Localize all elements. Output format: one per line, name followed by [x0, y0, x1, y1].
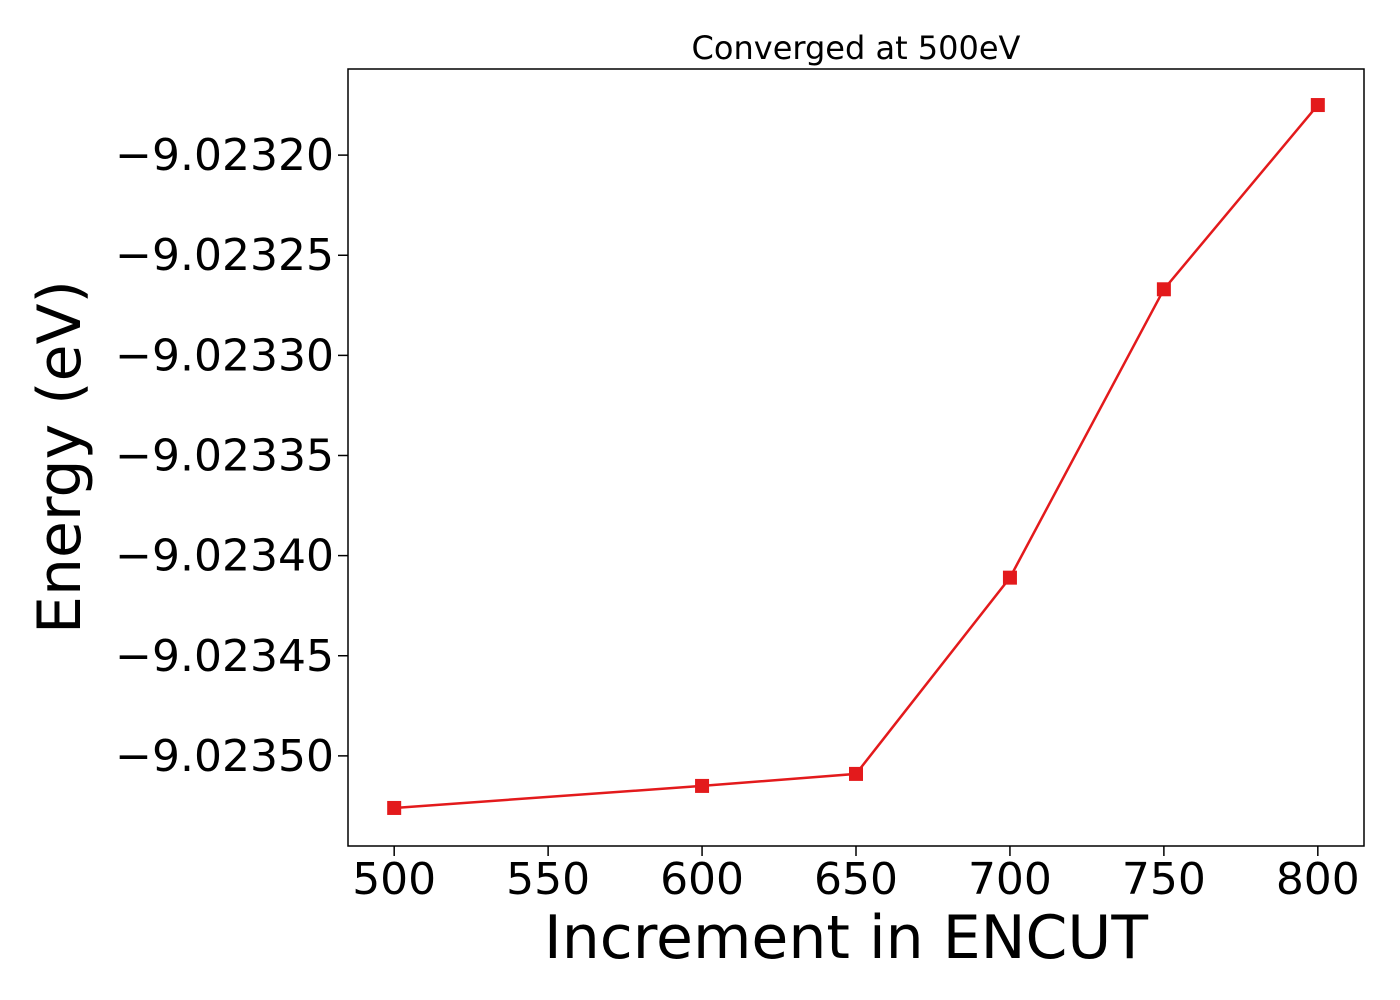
- x-tick-label-800: 800: [1276, 854, 1360, 905]
- y-axis-ticks: −9.02320 −9.02325 −9.02330 −9.02335 −9.02340…: [115, 130, 348, 782]
- x-tick-label-550: 550: [506, 854, 590, 905]
- y-tick-label-4: −9.02340: [115, 531, 334, 582]
- data-point-650: [849, 766, 863, 781]
- x-axis-label: Increment in ENCUT: [544, 903, 1148, 973]
- x-tick-label-600: 600: [660, 854, 744, 905]
- x-axis-ticks: 500 550 600 650 700 750 800: [352, 846, 1360, 905]
- series-markers: [387, 98, 1325, 815]
- x-tick-label-500: 500: [352, 854, 436, 905]
- data-point-600: [695, 778, 710, 793]
- y-tick-label-0: −9.02320: [115, 130, 334, 181]
- y-tick-label-6: −9.02350: [115, 731, 334, 782]
- x-tick-label-750: 750: [1122, 854, 1206, 905]
- data-point-500: [387, 800, 402, 815]
- y-tick-label-5: −9.02345: [115, 631, 334, 682]
- data-point-750: [1156, 282, 1171, 297]
- x-tick-label-700: 700: [968, 854, 1052, 905]
- x-tick-label-650: 650: [814, 854, 898, 905]
- data-point-800: [1310, 98, 1325, 113]
- y-tick-label-3: −9.02335: [115, 430, 334, 481]
- y-tick-label-1: −9.02325: [115, 230, 334, 281]
- series-line: [394, 104, 1319, 810]
- chart-title: Converged at 500eV: [692, 29, 1021, 67]
- data-point-700: [1002, 570, 1017, 585]
- y-tick-label-2: −9.02330: [115, 330, 334, 381]
- plot-frame: [347, 68, 1365, 847]
- y-axis-label: Energy (eV): [25, 280, 95, 634]
